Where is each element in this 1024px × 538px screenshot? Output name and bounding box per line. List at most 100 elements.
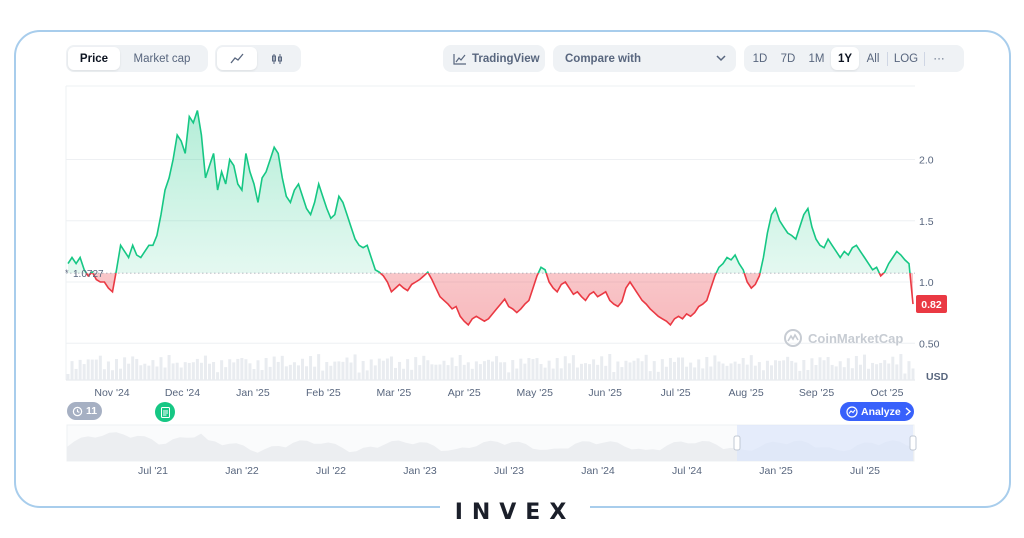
volume-bar [753,365,757,380]
volume-bar [70,361,74,380]
tab-market-cap[interactable]: Market cap [133,52,191,65]
volume-bar [256,360,260,380]
history-badge[interactable]: 11 [67,402,102,420]
volume-bar [426,360,430,380]
range-1m[interactable]: 1M [808,52,825,65]
log-scale-button[interactable]: LOG [893,52,919,65]
volume-bar [139,365,143,380]
volume-bar [681,357,685,380]
volume-bar [410,369,414,380]
volume-bar [571,355,575,380]
volume-bar [240,358,244,380]
volume-bar [389,356,393,380]
volume-bar [361,361,365,380]
navigator-tick-label: Jul '22 [316,465,346,477]
volume-bar [82,364,86,380]
volume-bar [260,370,264,380]
volume-bar [495,356,499,380]
event-marker[interactable] [155,402,175,422]
volume-bar [531,359,535,380]
volume-bar [313,366,317,380]
volume-bar [110,370,114,380]
volume-bar [365,370,369,380]
volume-bar [790,360,794,380]
volume-bar [147,365,151,380]
volume-bar [729,363,733,380]
watermark-text: CoinMarketCap [808,330,904,346]
x-tick-label: Jun '25 [588,387,622,399]
volume-bar [474,361,478,380]
volume-bar [499,362,503,380]
tab-price[interactable]: Price [68,47,120,70]
chart-toolbar: Price Market cap TradingView Compare wit… [66,45,966,73]
volume-bar [782,360,786,380]
volume-bar [106,361,110,380]
volume-bar [300,358,304,380]
range-1y[interactable]: 1Y [831,47,859,70]
volume-bar [798,370,802,380]
volume-bar [373,365,377,380]
volume-bar [345,357,349,380]
more-options-button[interactable]: ··· [933,52,945,65]
volume-bar [871,362,875,380]
volume-bar [579,363,583,380]
volume-bars [66,354,915,380]
volume-bar [159,357,163,380]
volume-bar [822,360,826,380]
volume-bar [741,358,745,380]
navigator-tick-label: Jul '25 [850,465,880,477]
volume-bar [216,372,220,380]
x-tick-label: Apr '25 [448,387,481,399]
range-all[interactable]: All [866,52,880,65]
volume-bar [862,354,866,380]
volume-bar [167,355,171,380]
range-7d[interactable]: 7D [780,52,796,65]
volume-bar [280,355,284,380]
tradingview-button[interactable]: TradingView [443,45,545,72]
x-tick-label: Jul '25 [661,387,691,399]
compare-with-select[interactable]: Compare with [553,45,736,72]
line-chart-button[interactable] [217,47,257,70]
volume-bar [660,359,664,380]
volume-bar [515,368,519,380]
volume-bar [834,366,838,380]
volume-bar [208,363,212,380]
analyze-button[interactable]: Analyze [840,402,914,421]
navigator-tick-label: Jul '23 [494,465,524,477]
volume-bar [911,368,915,380]
volume-bar [228,359,232,380]
volume-bar [648,371,652,380]
volume-bar [858,364,862,380]
volume-bar [511,360,515,380]
volume-bar [527,358,531,380]
volume-bar [199,362,203,380]
range-1d[interactable]: 1D [752,52,768,65]
volume-bar [418,365,422,380]
candle-chart-button[interactable] [257,47,297,70]
volume-bar [596,364,600,380]
analyze-label: Analyze [861,405,901,418]
current-price-label: 0.82 [921,299,942,311]
volume-bar [636,358,640,380]
volume-bar [353,354,357,380]
volume-bar [329,365,333,380]
volume-bar [672,361,676,380]
navigator-tick-label: Jan '24 [581,465,615,477]
area-below-baseline [68,273,913,325]
series-line-down [85,273,914,327]
volume-bar [850,368,854,380]
current-price-tag [916,295,947,314]
volume-bar [604,365,608,380]
volume-bar [737,363,741,380]
time-range-toggle: 1D 7D 1M 1Y All LOG ··· [744,45,964,72]
volume-bar [567,363,571,380]
volume-bar [236,358,240,380]
volume-bar [288,364,292,380]
volume-bar [78,359,82,380]
brand-text: INVEX [454,499,576,525]
volume-bar [470,368,474,380]
volume-bar [187,362,191,380]
volume-bar [458,355,462,380]
volume-bar [248,363,252,380]
volume-bar [632,360,636,380]
